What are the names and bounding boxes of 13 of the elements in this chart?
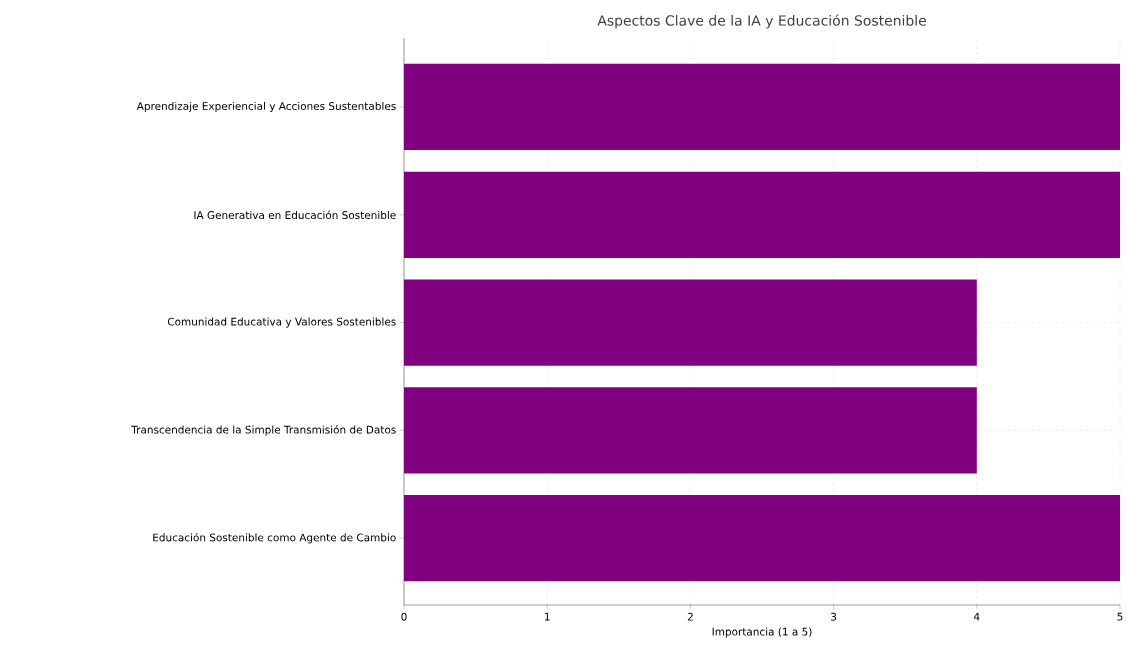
y-tick-label: Transcendencia de la Simple Transmisión de Datos bbox=[131, 425, 396, 436]
x-tick-label: 0 bbox=[401, 612, 407, 621]
y-tick-label: Educación Sostenible como Agente de Cambio bbox=[153, 532, 396, 544]
x-axis-title: Importancia (1 a 5) bbox=[712, 627, 812, 638]
x-tick-label: 4 bbox=[973, 612, 980, 621]
chart-title: Aspectos Clave de la IA y Educación Sostenible bbox=[597, 14, 926, 29]
x-tick-label: 5 bbox=[1117, 612, 1123, 621]
y-tick-label: Comunidad Educativa y Valores Sostenibles bbox=[167, 317, 396, 328]
y-tick-label: IA Generativa en Educación Sostenible bbox=[194, 210, 396, 220]
x-tick-label: 3 bbox=[831, 612, 837, 621]
y-tick-label: Aprendizaje Experiencial y Acciones Sustentables bbox=[136, 101, 396, 113]
x-tick-label: 1 bbox=[545, 612, 550, 621]
x-tick-label: 2 bbox=[687, 612, 693, 621]
